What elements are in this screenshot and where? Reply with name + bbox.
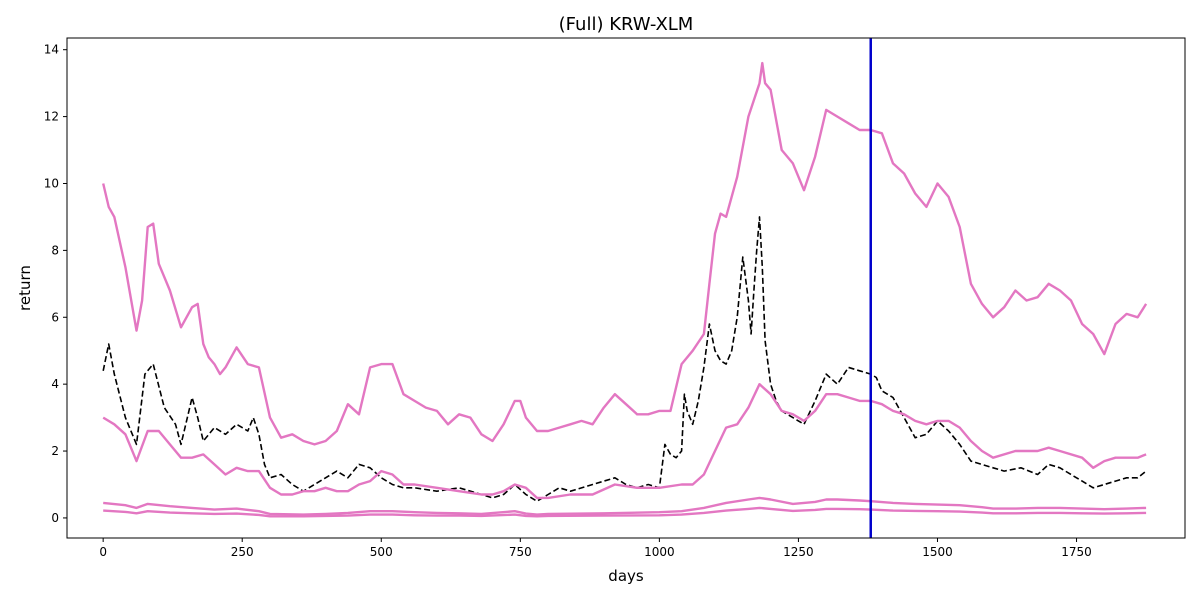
x-axis-label: days [608, 567, 644, 585]
series-line-3 [103, 496, 1147, 516]
x-tick-label: 1750 [1061, 545, 1092, 559]
x-tick-label: 1000 [644, 545, 675, 559]
series-line-2 [102, 383, 1147, 500]
y-tick-label: 6 [51, 310, 59, 324]
x-tick-label: 0 [99, 545, 107, 559]
y-tick-label: 14 [44, 43, 59, 57]
x-tick-label: 250 [231, 545, 254, 559]
chart-title: (Full) KRW-XLM [559, 14, 694, 35]
y-axis-label: return [16, 265, 34, 311]
plot-frame [66, 37, 1186, 539]
x-tick-label: 750 [509, 545, 532, 559]
y-tick-label: 8 [51, 243, 59, 257]
plot-area [67, 38, 1185, 538]
x-axis-ticks: 0 250 500 750 1000 1250 1500 1750 [99, 538, 1092, 559]
y-tick-label: 10 [44, 176, 59, 190]
y-tick-label: 0 [51, 511, 59, 525]
x-tick-label: 1250 [783, 545, 814, 559]
y-tick-label: 12 [44, 110, 59, 124]
x-tick-label: 1500 [922, 545, 953, 559]
series-line-0 [102, 216, 1147, 502]
y-tick-label: 4 [51, 377, 59, 391]
x-tick-label: 500 [370, 545, 393, 559]
series-layer [102, 61, 1148, 518]
y-axis-ticks: 0 2 4 6 8 10 12 14 [44, 43, 67, 525]
y-tick-label: 2 [51, 444, 59, 458]
series-line-1 [102, 61, 1148, 446]
series-line-4 [103, 506, 1147, 518]
